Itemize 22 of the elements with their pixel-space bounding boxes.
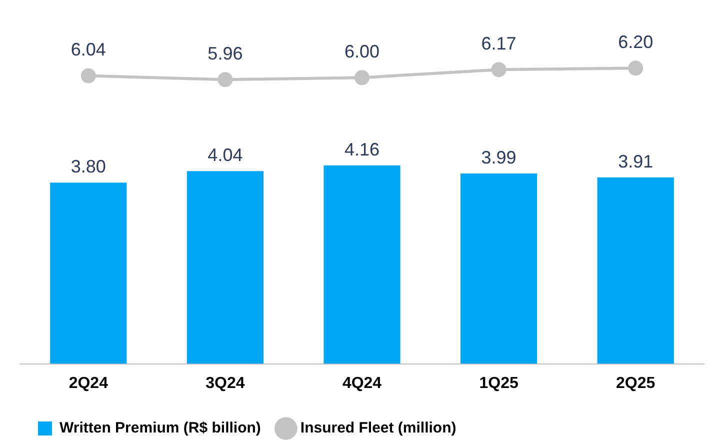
point: [354, 70, 370, 86]
legend-label: Insured Fleet (million): [300, 420, 456, 437]
x-tick-label: 3Q24: [206, 374, 245, 392]
x-tick-label: 2Q24: [68, 374, 108, 392]
data-label: 4.16: [344, 139, 380, 160]
data-label: 6.00: [344, 42, 380, 62]
data-label: 6.17: [481, 34, 516, 54]
data-label: 6.20: [618, 32, 654, 52]
data-label: 4.04: [208, 145, 243, 166]
legend-label: Written Premium (R$ billion): [60, 420, 261, 437]
point: [218, 72, 233, 88]
data-label: 3.99: [481, 148, 516, 168]
x-tick-label: 4Q24: [342, 374, 382, 392]
x-tick-label: 1Q25: [479, 374, 518, 392]
point: [491, 62, 506, 78]
point: [80, 68, 96, 84]
data-label: 3.91: [618, 151, 654, 172]
data-label: 6.04: [70, 40, 106, 60]
x-tick-label: 2Q25: [616, 374, 656, 392]
data-label: 3.80: [70, 156, 106, 177]
data-label: 5.96: [208, 44, 243, 64]
point: [628, 60, 644, 76]
